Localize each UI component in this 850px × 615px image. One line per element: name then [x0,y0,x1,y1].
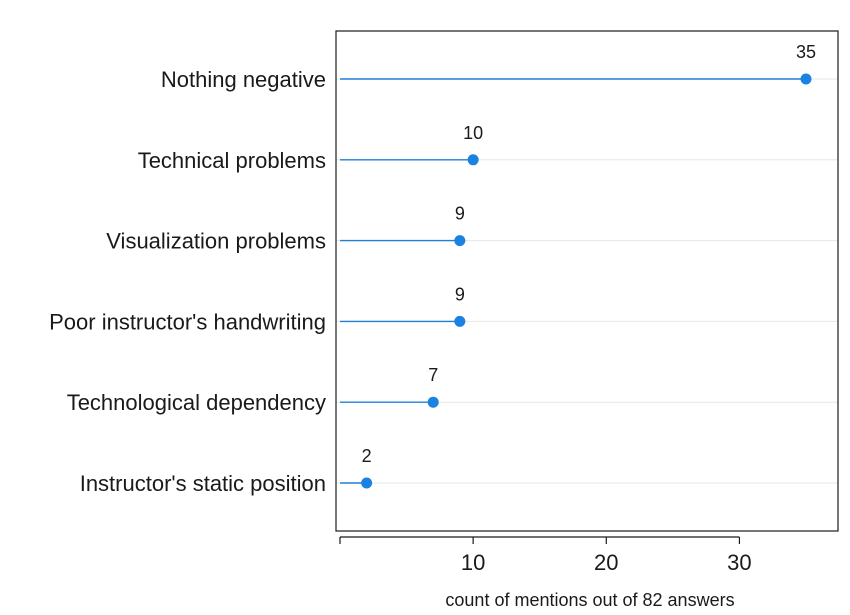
category-label: Poor instructor's handwriting [49,309,326,334]
data-label: 10 [463,123,483,143]
data-label: 35 [796,42,816,62]
data-label: 7 [428,365,438,385]
x-axis-title: count of mentions out of 82 answers [445,590,734,610]
data-label: 2 [362,446,372,466]
lollipop-dot [361,477,373,489]
x-axis-ticks: 10 20 30 [339,536,752,575]
category-labels: Nothing negative Technical problems Visual… [49,67,326,496]
gridlines [336,78,838,484]
category-label: Visualization problems [106,229,326,254]
category-label: Instructor's static position [80,471,326,496]
lollipop-dot [800,73,812,85]
lollipop-dot [467,154,479,166]
lollipop-dot [454,235,466,247]
data-label: 9 [455,284,465,304]
category-label: Technical problems [138,148,326,173]
category-label: Nothing negative [161,67,326,92]
data-label: 9 [455,204,465,224]
category-label: Technological dependency [67,390,326,415]
x-tick-label: 20 [594,550,618,575]
x-tick-label: 10 [461,550,485,575]
data-labels: 35 10 9 9 7 2 [362,42,816,466]
lollipop-dot [427,396,439,408]
x-tick-label: 30 [727,550,751,575]
lollipop-dot [454,315,466,327]
plot-frame [335,30,839,532]
dots [361,73,812,489]
stems [340,78,806,484]
